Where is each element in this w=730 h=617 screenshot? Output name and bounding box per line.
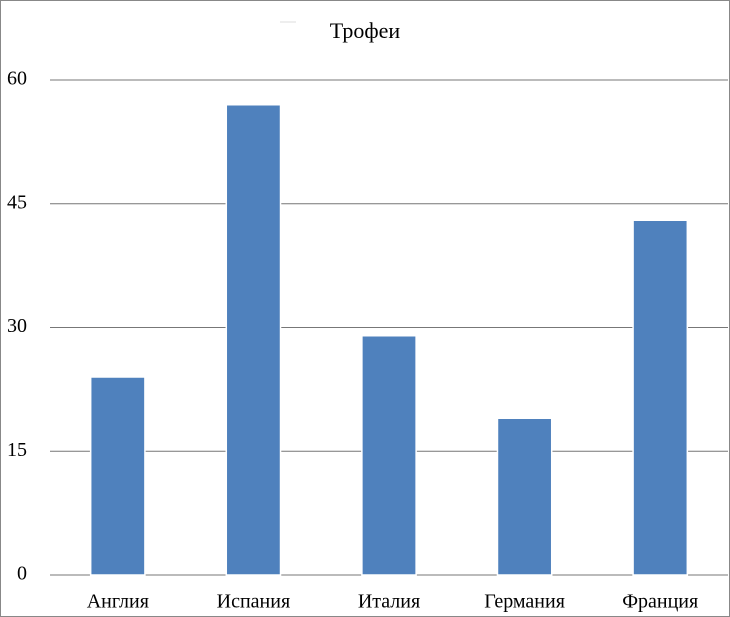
y-tick-label: 45	[7, 191, 27, 213]
y-tick-label: 60	[7, 68, 27, 90]
bar	[632, 219, 689, 576]
y-tick-label: 15	[7, 439, 27, 461]
x-tick-label: Франция	[622, 591, 698, 613]
bar	[89, 376, 146, 576]
bar	[361, 335, 417, 576]
x-tick-label: Италия	[358, 591, 420, 613]
y-tick-label: 30	[7, 315, 27, 337]
bar	[225, 104, 282, 576]
chart-title: Трофеи	[330, 18, 401, 43]
x-tick-label: Испания	[217, 591, 291, 613]
x-tick-label: Германия	[484, 591, 565, 613]
y-tick-label: 0	[17, 563, 27, 585]
bar	[496, 417, 553, 576]
x-tick-label: Англия	[87, 591, 149, 613]
